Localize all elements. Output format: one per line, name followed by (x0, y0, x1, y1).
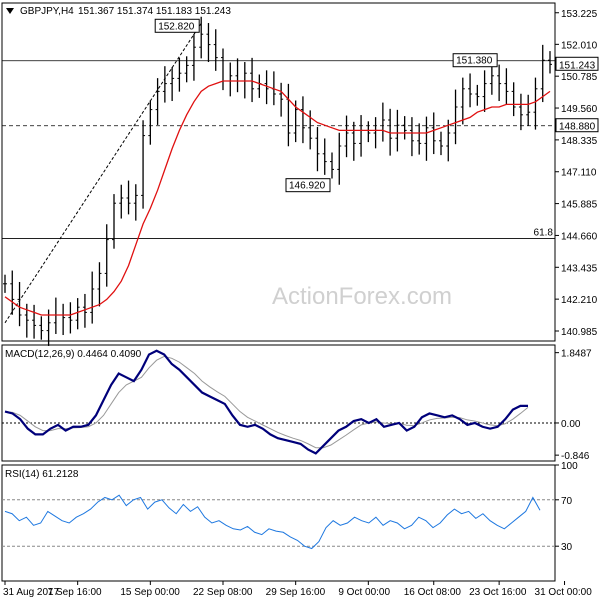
price-annotation-label: 151.380 (456, 56, 493, 67)
last-price-label: 151.243 (559, 60, 596, 71)
panel-border (1, 344, 556, 462)
price-bars (3, 16, 552, 346)
y-tick-label: 149.560 (561, 104, 598, 115)
y-tick-label: 152.010 (561, 40, 598, 51)
rsi-title: RSI(14) 61.2128 (5, 469, 79, 480)
price-annotation-label: 146.920 (289, 181, 326, 192)
y-tick-label: 140.985 (561, 327, 598, 338)
price-annotation-box (452, 53, 498, 68)
y-tick-label: 150.785 (561, 72, 598, 83)
y-tick-label: 145.885 (561, 200, 598, 211)
y-tick-label: 142.210 (561, 295, 598, 306)
moving-average (4, 80, 551, 316)
symbol-label: GBPJPY,H4 (20, 6, 74, 17)
moving-average-line (4, 80, 551, 316)
x-tick-label: 31 Aug 2017 (3, 587, 60, 598)
x-tick-label: 15 Sep 00:00 (120, 587, 180, 598)
macd-panel-frame (1, 344, 556, 462)
watermark: ActionForex.com (272, 283, 452, 310)
macd-lines (2, 349, 555, 455)
rsi-axis: 100 70 30 (555, 461, 578, 553)
rsi-tick-label: 70 (561, 496, 573, 507)
x-tick-label: 9 Oct 00:00 (338, 587, 390, 598)
y-tick-label: 147.110 (561, 168, 597, 179)
rsi-line (4, 494, 541, 550)
price-level-box (555, 118, 599, 133)
price-annotations: 152.820 146.920 151.380 (154, 18, 498, 193)
price-axis: 153.225 152.010 150.785 149.560 148.335 147.1… (555, 9, 598, 338)
macd-tick-label: 1.8487 (561, 349, 592, 360)
rsi-line (2, 494, 555, 550)
rsi-panel-frame (1, 464, 556, 582)
y-tick-label: 144.660 (561, 231, 598, 242)
macd-title: MACD(12,26,9) 0.4464 0.4090 (5, 349, 142, 360)
x-tick-label: 22 Sep 08:00 (193, 587, 253, 598)
x-tick-label: 16 Oct 08:00 (404, 587, 462, 598)
y-tick-label: 148.335 (561, 136, 598, 147)
price-annotation-box (285, 178, 331, 193)
x-tick-label: 31 Oct 00:00 (535, 587, 593, 598)
x-tick-label: 29 Sep 16:00 (266, 587, 326, 598)
macd-line (4, 349, 528, 455)
macd-tick-label: 0.00 (561, 419, 581, 430)
panel-border (1, 464, 556, 582)
rsi-tick-label: 100 (561, 461, 578, 472)
price-annotation-label: 152.820 (158, 21, 195, 32)
price-annotation-box (154, 18, 200, 33)
y-tick-label: 143.435 (561, 263, 598, 274)
macd-tick-label: -0.846 (561, 451, 590, 462)
ohlc-header: 151.367 151.374 151.183 151.243 (78, 6, 231, 17)
price-level-label: 148.880 (559, 122, 596, 133)
rsi-tick-label: 30 (561, 542, 573, 553)
dropdown-triangle-icon[interactable] (6, 8, 14, 14)
macd-axis: 1.8487 0.00 -0.846 (555, 349, 592, 462)
x-tick-label: 23 Oct 16:00 (469, 587, 527, 598)
x-tick-label: 7 Sep 16:00 (48, 587, 102, 598)
macd-signal-line (4, 355, 529, 449)
last-price-box (555, 56, 599, 71)
fib-level-label: 61.8 (534, 228, 554, 239)
y-tick-label: 153.225 (561, 9, 598, 20)
